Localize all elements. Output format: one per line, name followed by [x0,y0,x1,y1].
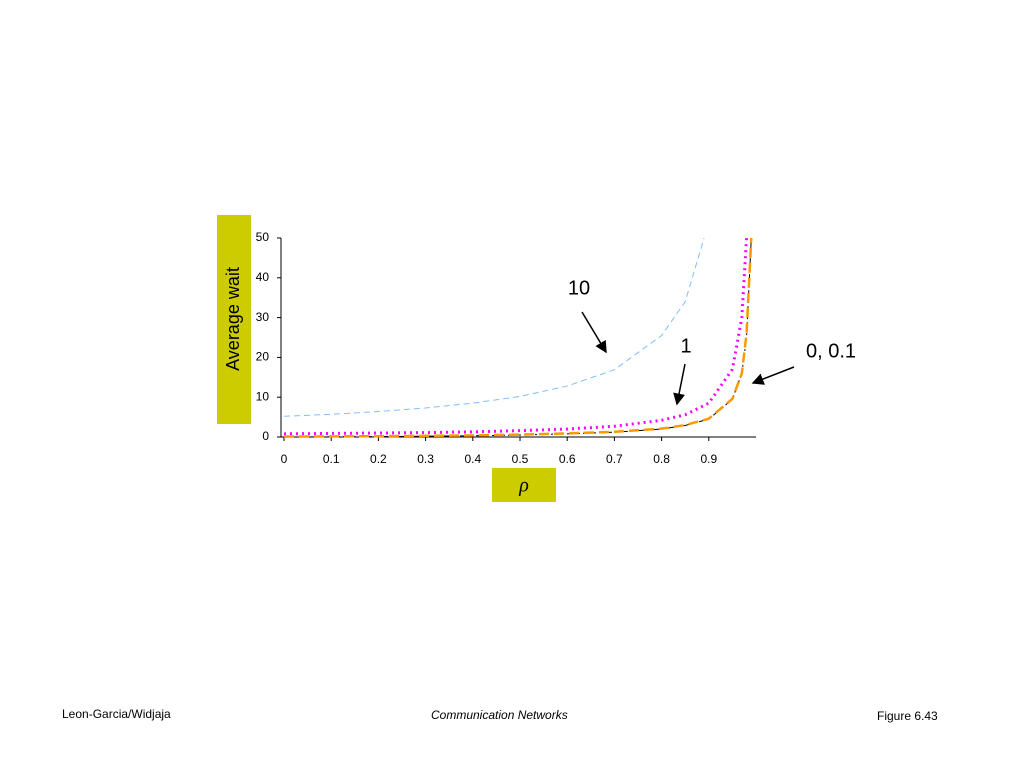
series-line [283,237,705,417]
x-tick-label: 0.2 [370,452,387,466]
x-tick-label: 0.6 [559,452,576,466]
y-tick-label: 0 [262,429,269,443]
x-tick-label: 0.9 [700,452,717,466]
y-tick-label: 10 [256,389,270,403]
x-tick-label: 0.3 [417,452,434,466]
y-tick-label: 40 [256,270,270,284]
x-tick-label: 0.7 [606,452,623,466]
x-tick-label: 0.5 [512,452,529,466]
series-line [283,237,753,438]
series-line [283,237,749,436]
x-label-box [492,468,556,502]
annotation: 10 [568,277,590,299]
annotation: 1 [680,335,691,357]
annotation: 0, 0.1 [806,340,856,362]
y-tick-label: 30 [256,310,270,324]
y-tick-label: 50 [256,230,270,244]
footer-right: Figure 6.43 [877,709,938,723]
footer-left: Leon-Garcia/Widjaja [62,707,171,721]
x-tick-label: 0.4 [464,452,481,466]
y-axis-label: Average wait [223,267,243,371]
x-tick-label: 0.8 [653,452,670,466]
y-tick-label: 20 [256,350,270,364]
footer-center: Communication Networks [431,708,568,722]
arrow [581,311,607,354]
arrow [673,363,686,406]
x-tick-label: 0.1 [323,452,340,466]
x-tick-label: 0 [281,452,288,466]
x-axis-label: ρ [518,475,529,497]
arrow [751,366,795,385]
y-label-box [217,215,251,424]
